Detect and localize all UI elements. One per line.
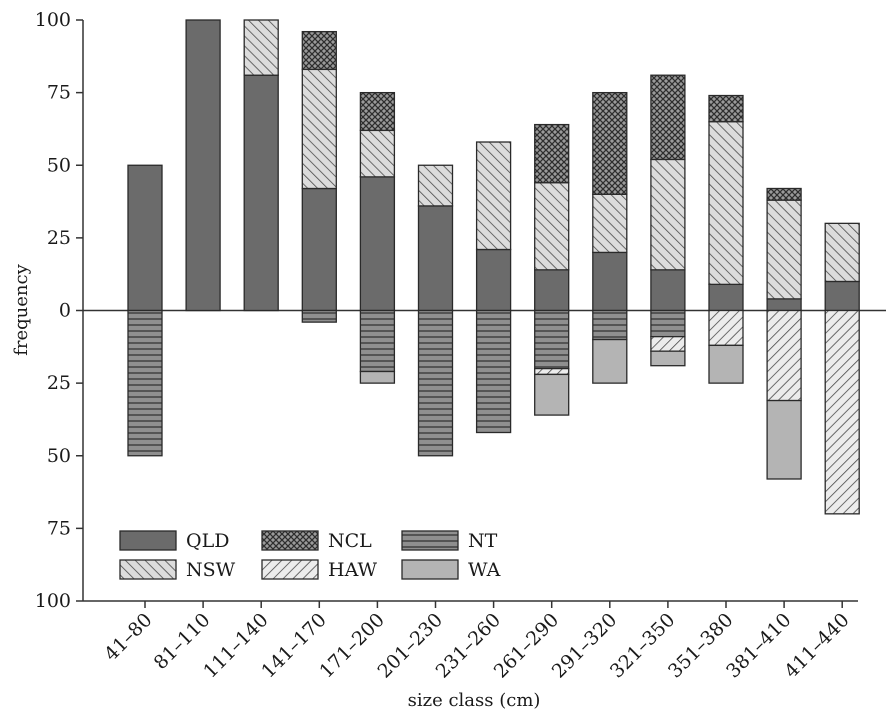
y-axis-title: frequency xyxy=(11,263,32,355)
bar-segment-qld xyxy=(185,19,221,312)
bar-segment-haw xyxy=(824,309,860,515)
bar-segment-nt xyxy=(301,309,337,323)
bar-segment-qld xyxy=(127,164,163,312)
bar-segment-nt xyxy=(650,309,686,338)
bar-segment-nsw xyxy=(766,199,802,300)
y-tick-label: 75 xyxy=(47,517,71,539)
bar-segment-qld xyxy=(417,205,454,312)
bar-segment-haw xyxy=(534,367,570,376)
bar-segment-qld xyxy=(592,251,628,312)
bars xyxy=(127,19,860,515)
legend-swatch-qld xyxy=(119,530,177,551)
x-tick-label: 41–80 xyxy=(100,609,156,665)
bar-segment-qld xyxy=(534,269,570,312)
bar-segment-nsw xyxy=(301,68,337,190)
legend-label-qld: QLD xyxy=(186,530,229,552)
bar-segment-nsw xyxy=(650,158,686,271)
x-ticks: 41–8081–110111–140141–170171–200201–2302… xyxy=(100,601,854,683)
bar-segment-ncl xyxy=(301,30,337,71)
legend-swatch-wa xyxy=(401,559,459,580)
bar-segment-qld xyxy=(359,176,396,312)
bar-segment-nsw xyxy=(475,141,512,251)
y-tick-label: 100 xyxy=(35,590,71,612)
y-tick-label: 25 xyxy=(47,227,71,249)
bar-segment-ncl xyxy=(592,91,628,195)
bar-segment-haw xyxy=(708,309,744,347)
bar-segment-wa xyxy=(534,373,570,416)
y-tick-label: 25 xyxy=(47,372,71,394)
bar-segment-wa xyxy=(708,344,744,384)
bar-segment-wa xyxy=(766,399,802,480)
bar-segment-qld xyxy=(243,74,279,312)
bar-segment-nsw xyxy=(534,182,570,271)
y-tick-label: 100 xyxy=(35,9,71,31)
bar-segment-qld xyxy=(475,248,512,312)
bar-segment-qld xyxy=(708,283,744,312)
bar-segment-qld xyxy=(824,280,860,312)
legend-swatch-nt xyxy=(401,530,459,551)
bar-segment-wa xyxy=(359,370,396,384)
bar-segment-nt xyxy=(592,309,628,341)
legend-swatch-ncl xyxy=(261,530,319,551)
bar-segment-nt xyxy=(359,309,396,373)
legend-swatch-haw xyxy=(261,559,319,580)
bar-segment-wa xyxy=(650,350,686,367)
legend-label-nt: NT xyxy=(468,530,498,552)
bar-segment-haw xyxy=(650,335,686,352)
legend: QLD NCL NT NSW HAW WA xyxy=(119,530,501,581)
bar-segment-ncl xyxy=(534,123,570,184)
legend-swatch-nsw xyxy=(119,559,177,580)
bar-segment-nsw xyxy=(708,121,744,286)
bar-segment-nt xyxy=(127,309,163,457)
bar-segment-ncl xyxy=(650,74,686,161)
x-axis-title: size class (cm) xyxy=(408,690,541,711)
y-tick-label: 0 xyxy=(59,300,71,322)
bar-segment-nsw xyxy=(417,164,454,207)
legend-label-ncl: NCL xyxy=(328,530,372,552)
bar-segment-nt xyxy=(417,309,454,457)
bar-segment-wa xyxy=(592,338,628,384)
bar-segment-ncl xyxy=(708,94,744,123)
bar-segment-nsw xyxy=(359,129,396,178)
bar-segment-ncl xyxy=(766,187,802,201)
y-tick-label: 50 xyxy=(47,154,71,176)
bar-segment-nt xyxy=(534,309,570,370)
legend-label-wa: WA xyxy=(468,559,501,581)
bar-segment-nsw xyxy=(243,19,279,76)
bar-segment-nsw xyxy=(592,193,628,254)
legend-label-nsw: NSW xyxy=(186,559,236,581)
x-tick-label: 411–440 xyxy=(780,609,854,683)
y-tick-label: 50 xyxy=(47,445,71,467)
y-tick-label: 75 xyxy=(47,82,71,104)
legend-label-haw: HAW xyxy=(328,559,378,581)
bar-segment-nt xyxy=(475,309,512,434)
bar-segment-nsw xyxy=(824,222,860,283)
bar-segment-qld xyxy=(301,187,337,312)
bar-segment-haw xyxy=(766,309,802,402)
bar-segment-qld xyxy=(650,269,686,312)
bar-segment-ncl xyxy=(359,91,396,132)
bar-segment-qld xyxy=(766,298,802,312)
y-ticks: 100 75 50 25 0 25 50 75 100 xyxy=(35,9,83,612)
